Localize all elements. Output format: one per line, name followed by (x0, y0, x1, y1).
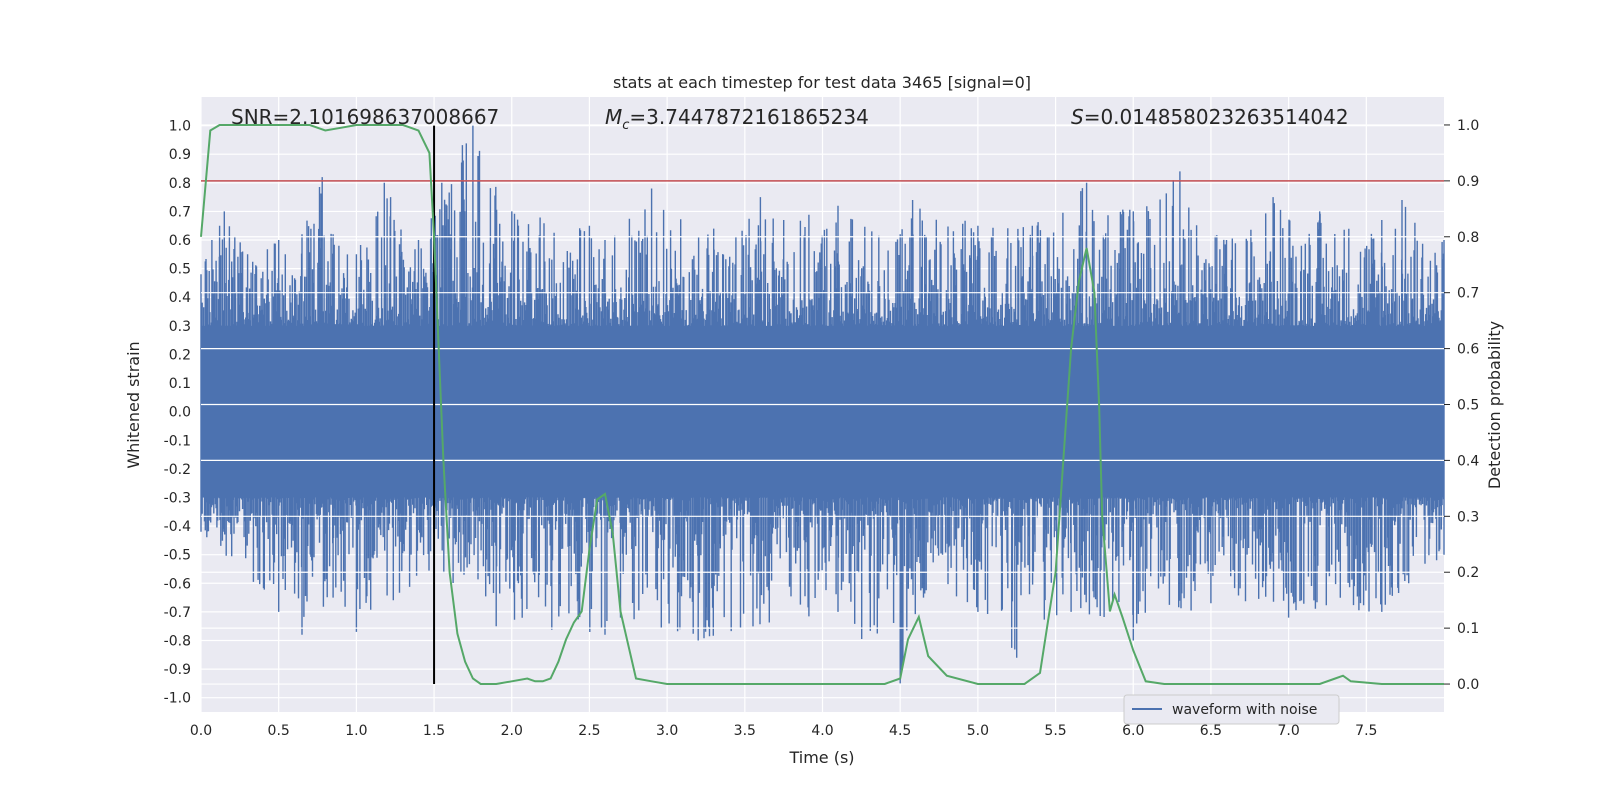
x-tick-label: 6.0 (1122, 723, 1144, 739)
left-tick-label: -0.3 (164, 490, 191, 506)
snr-annotation: SNR=2.101698637008667 (231, 105, 499, 129)
x-tick-label: 7.0 (1277, 723, 1299, 739)
right-axis-ticks: 1.0 0.9 0.8 0.7 0.6 0.5 0.4 0.3 0.2 0.1 0.0 (1444, 118, 1479, 693)
s-symbol: S (1071, 105, 1084, 129)
left-tick-label: 0.8 (169, 176, 191, 192)
x-tick-label: 5.0 (967, 723, 989, 739)
x-tick-label: 2.5 (578, 723, 600, 739)
x-tick-label: 0.5 (268, 723, 290, 739)
right-tick-label: 0.2 (1457, 565, 1479, 581)
right-tick-label: 0.8 (1457, 230, 1479, 246)
left-tick-label: -0.9 (164, 662, 191, 678)
left-tick-label: -0.6 (164, 576, 191, 592)
left-tick-label: -0.5 (164, 548, 191, 564)
left-tick-label: 0.3 (169, 319, 191, 335)
left-axis-ticks: 1.0 0.9 0.8 0.7 0.6 0.5 0.4 0.3 0.2 0.1 0.0 -0.1 -0.… (164, 119, 191, 707)
left-tick-label: -0.8 (164, 633, 191, 649)
x-axis-ticks: 0.0 0.5 1.0 1.5 2.0 2.5 3.0 3.5 4.0 4.5 5.0 5.5 6.0 6… (190, 723, 1378, 739)
legend-box (1123, 694, 1340, 725)
right-tick-label: 0.4 (1457, 453, 1479, 469)
left-tick-label: 0.2 (169, 347, 191, 363)
right-tick-label: 0.5 (1457, 398, 1479, 414)
x-tick-label: 2.0 (501, 723, 523, 739)
x-tick-label: 0.0 (190, 723, 212, 739)
waveform-series (200, 125, 1445, 684)
left-tick-label: -0.2 (164, 462, 191, 478)
right-tick-label: 0.9 (1457, 174, 1479, 190)
x-tick-label: 5.5 (1044, 723, 1066, 739)
left-axis-label: Whitened strain (124, 341, 143, 468)
left-tick-label: 0.1 (169, 376, 191, 392)
right-tick-label: 0.3 (1457, 509, 1479, 525)
x-tick-label: 4.5 (889, 723, 911, 739)
left-tick-label: 0.5 (169, 262, 191, 278)
x-tick-label: 3.0 (656, 723, 678, 739)
left-tick-label: 0.0 (169, 405, 191, 421)
left-tick-label: 0.4 (169, 290, 191, 306)
x-tick-label: 6.5 (1200, 723, 1222, 739)
probability-series-line (200, 124, 1444, 685)
right-tick-label: 0.6 (1457, 342, 1479, 358)
left-tick-label: -0.7 (164, 605, 191, 621)
left-tick-label: -0.4 (164, 519, 191, 535)
right-tick-label: 0.7 (1457, 286, 1479, 302)
right-axis-label: Detection probability (1485, 321, 1504, 489)
s-value: =0.014858023263514042 (1084, 105, 1349, 129)
x-tick-label: 7.5 (1355, 723, 1377, 739)
left-tick-label: -1.0 (164, 691, 191, 707)
x-tick-label: 4.0 (811, 723, 833, 739)
right-tick-label: 0.1 (1457, 621, 1479, 637)
legend: waveform with noise (1123, 694, 1340, 725)
left-tick-label: 0.9 (169, 147, 191, 163)
left-tick-label: 0.6 (169, 233, 191, 249)
chirp-mass-subscript: c (622, 118, 629, 133)
right-tick-label: 0.0 (1457, 677, 1479, 693)
legend-label: waveform with noise (1172, 702, 1317, 718)
x-tick-label: 1.0 (345, 723, 367, 739)
s-annotation: S=0.014858023263514042 (1071, 105, 1349, 129)
right-tick-label: 1.0 (1457, 118, 1479, 134)
x-tick-label: 3.5 (734, 723, 756, 739)
left-tick-label: 1.0 (169, 119, 191, 135)
left-tick-label: 0.7 (169, 204, 191, 220)
chart-title: stats at each timestep for test data 346… (613, 73, 1031, 92)
x-axis-label: Time (s) (788, 748, 854, 767)
chirp-mass-value: =3.7447872161865234 (629, 105, 868, 129)
waveform-spikes (200, 125, 1445, 684)
chirp-mass-symbol: M (605, 105, 622, 129)
left-tick-label: -0.1 (164, 433, 191, 449)
x-tick-label: 1.5 (423, 723, 445, 739)
chirp-mass-annotation: Mc=3.7447872161865234 (605, 105, 869, 133)
